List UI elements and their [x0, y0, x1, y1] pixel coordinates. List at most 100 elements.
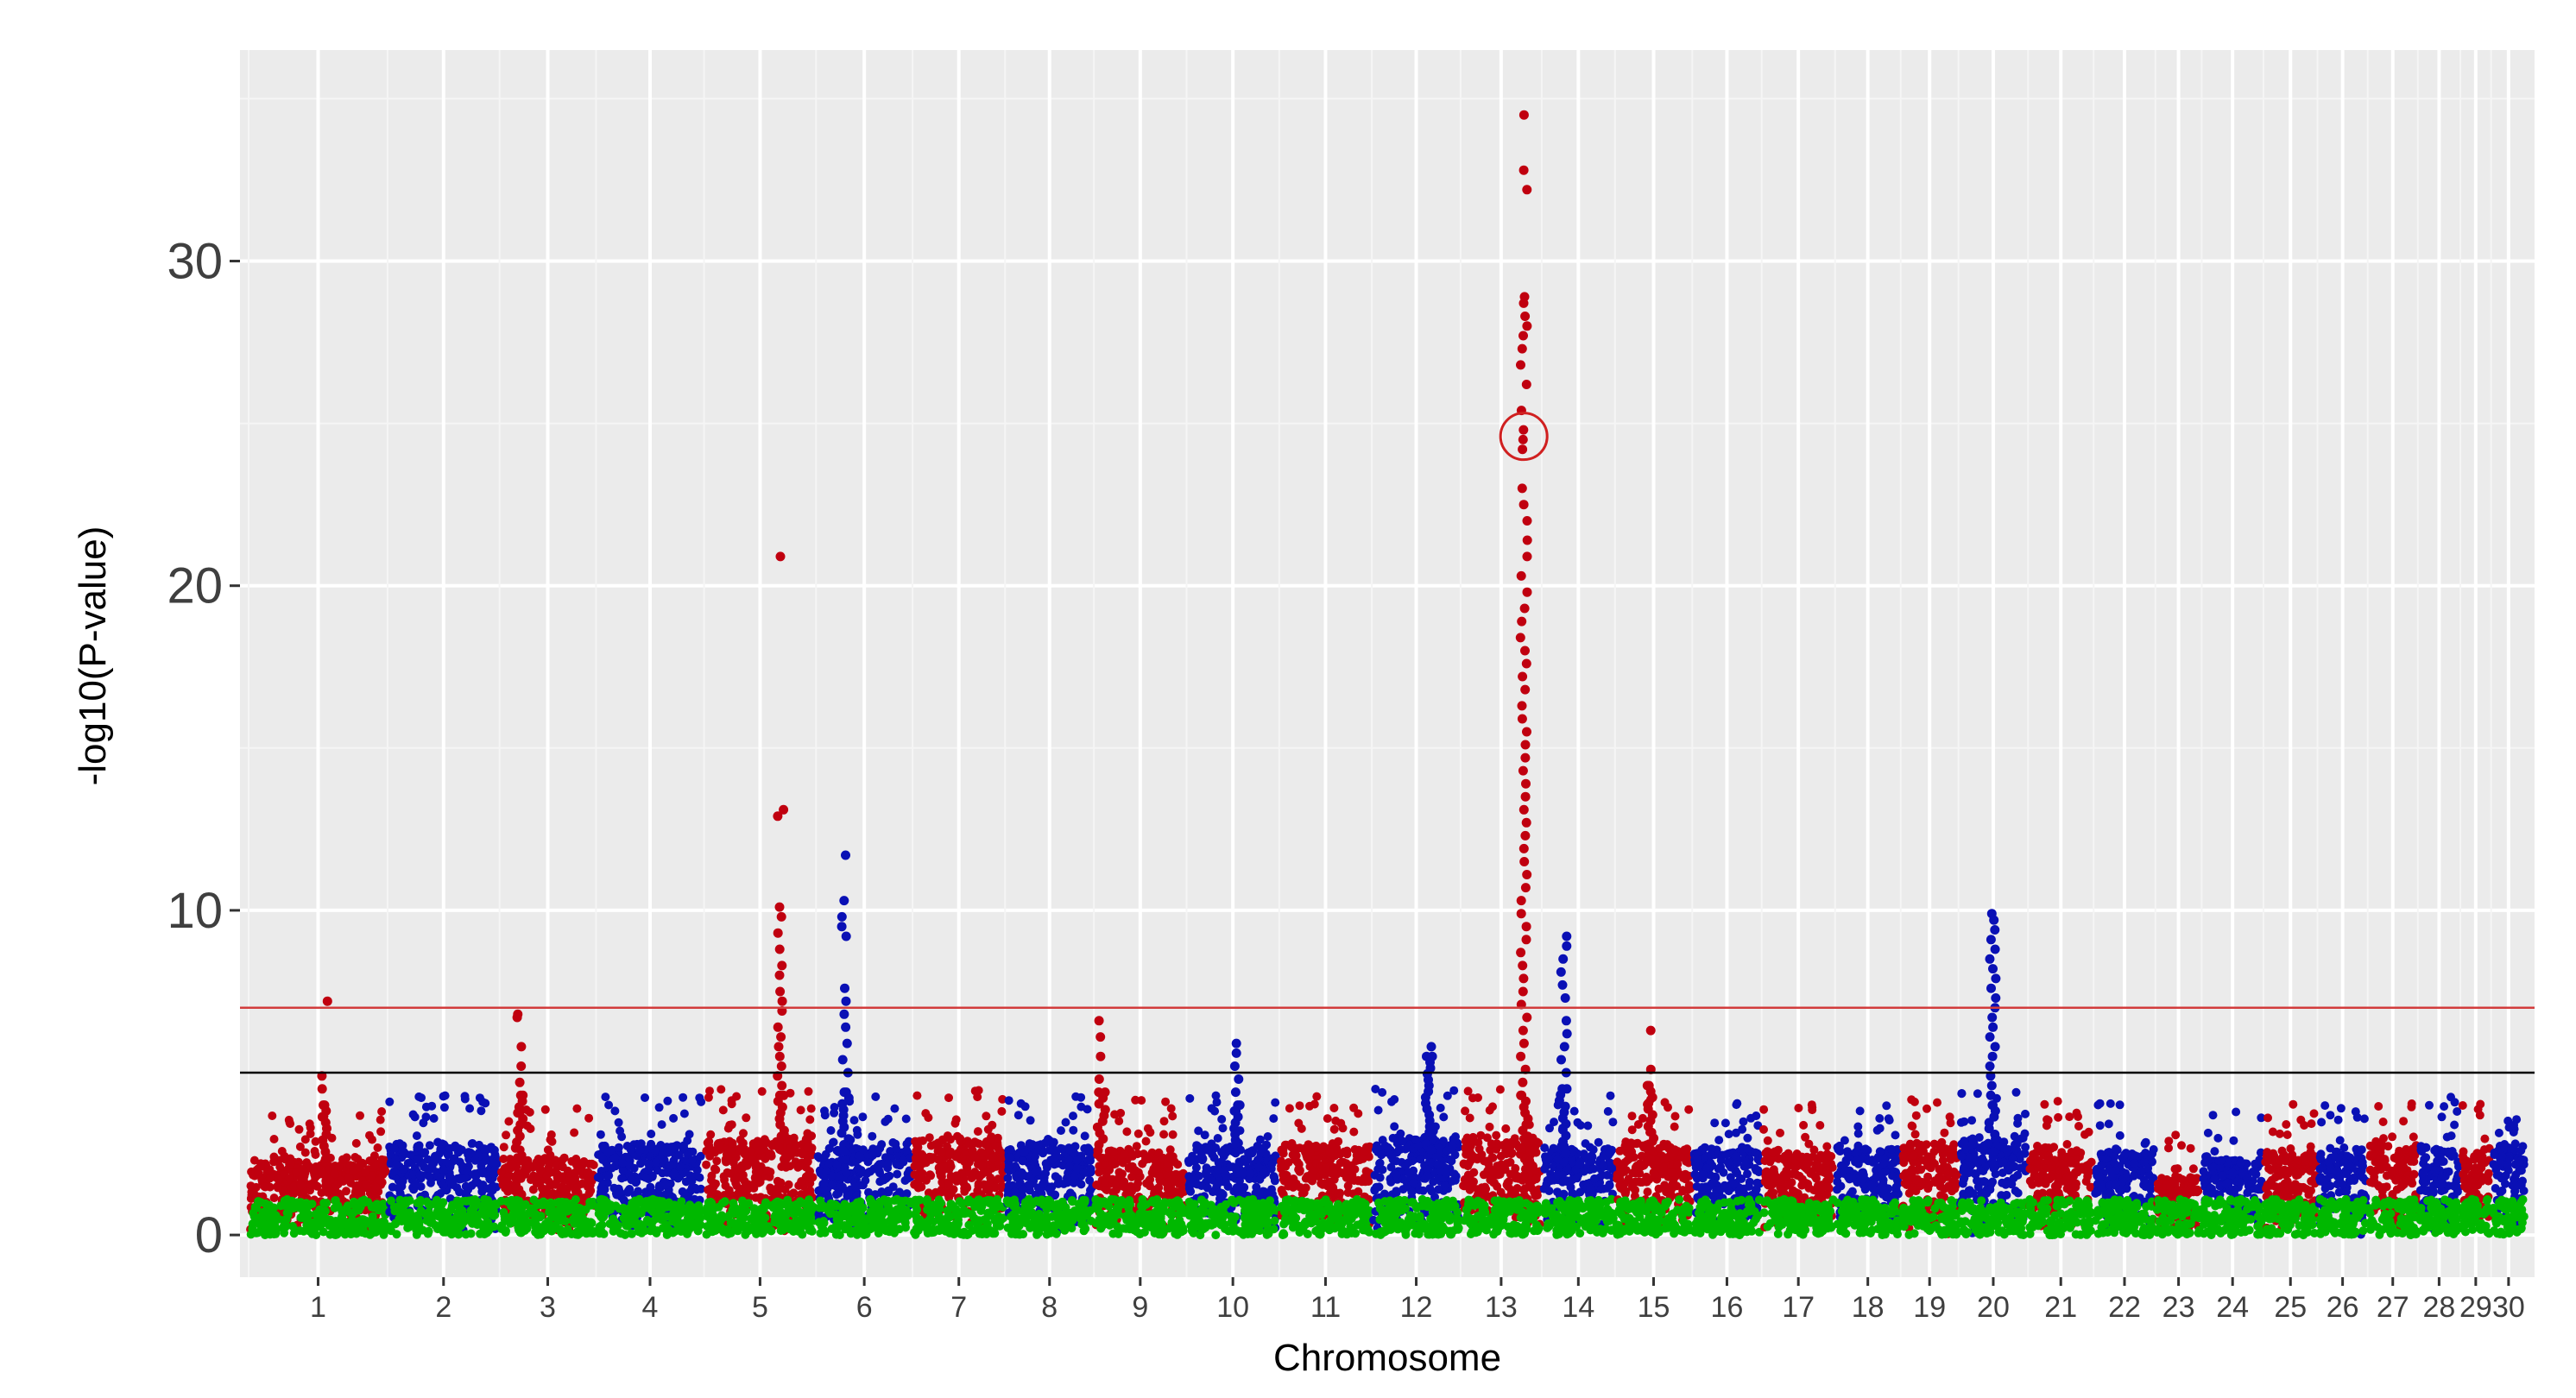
data-point: [901, 1114, 911, 1124]
data-point: [1137, 1209, 1146, 1219]
data-point: [1021, 1219, 1031, 1228]
data-point: [349, 1166, 357, 1175]
data-point: [717, 1085, 726, 1094]
data-point: [614, 1118, 623, 1127]
data-point: [520, 1156, 529, 1165]
data-point: [797, 1177, 806, 1186]
data-point: [579, 1157, 589, 1166]
data-point: [1284, 1158, 1293, 1167]
data-point: [273, 1183, 282, 1193]
data-point: [427, 1162, 437, 1170]
data-point: [1338, 1124, 1348, 1133]
data-point: [935, 1226, 944, 1236]
data-point: [460, 1094, 470, 1104]
data-point: [1095, 1168, 1104, 1177]
data-point: [992, 1221, 1001, 1231]
data-point: [974, 1181, 983, 1191]
data-point: [789, 1220, 799, 1230]
data-point: [497, 1168, 506, 1177]
data-point: [1013, 1111, 1023, 1120]
data-point: [918, 1168, 927, 1178]
data-point: [921, 1221, 931, 1231]
data-point: [1271, 1098, 1280, 1107]
data-point: [325, 1230, 335, 1239]
data-point: [1161, 1097, 1171, 1106]
data-point: [536, 1158, 546, 1168]
data-point: [802, 1220, 811, 1230]
data-point: [411, 1180, 420, 1189]
data-point: [280, 1228, 289, 1237]
data-point: [439, 1103, 449, 1112]
data-point: [333, 1201, 343, 1211]
data-point: [604, 1100, 614, 1110]
data-point: [893, 1205, 902, 1214]
data-point: [815, 1153, 824, 1162]
data-point: [365, 1130, 374, 1140]
data-point: [669, 1168, 679, 1178]
data-point: [299, 1189, 308, 1199]
data-point: [997, 1106, 1007, 1116]
data-point: [1354, 1109, 1363, 1118]
data-point: [398, 1176, 407, 1186]
data-point: [516, 1174, 526, 1183]
data-point: [692, 1165, 702, 1174]
data-point: [981, 1225, 990, 1234]
data-point: [657, 1120, 666, 1130]
data-point: [376, 1175, 385, 1185]
data-point: [1072, 1163, 1082, 1173]
data-point: [264, 1226, 274, 1236]
data-point: [647, 1223, 657, 1232]
data-point: [1120, 1177, 1129, 1187]
data-point: [513, 1154, 522, 1163]
data-point: [571, 1168, 580, 1177]
data-point: [795, 1199, 805, 1208]
data-point: [1152, 1164, 1161, 1174]
data-point: [528, 1185, 538, 1194]
data-point: [1264, 1218, 1273, 1227]
data-point: [723, 1229, 733, 1238]
data-point: [415, 1199, 424, 1208]
data-point: [408, 1110, 418, 1119]
data-point: [1041, 1212, 1051, 1221]
data-point: [1064, 1162, 1074, 1172]
data-point: [1350, 1165, 1360, 1174]
data-point: [415, 1170, 425, 1180]
data-point: [246, 1181, 256, 1191]
data-point: [1004, 1162, 1013, 1171]
data-point: [967, 1174, 976, 1182]
data-point: [1146, 1223, 1156, 1232]
data-point: [323, 1187, 332, 1197]
data-point: [724, 1186, 734, 1195]
data-point: [489, 1159, 498, 1168]
data-point: [1146, 1128, 1155, 1137]
data-point: [627, 1175, 636, 1185]
data-point: [478, 1229, 488, 1238]
data-point: [870, 1202, 879, 1212]
data-point: [1005, 1153, 1013, 1162]
data-point: [952, 1211, 962, 1219]
data-point: [1053, 1212, 1063, 1222]
data-point: [765, 1149, 774, 1158]
data-point: [1068, 1216, 1077, 1225]
data-point: [1031, 1168, 1040, 1176]
data-point: [899, 1156, 907, 1165]
data-point: [296, 1213, 306, 1222]
data-point: [705, 1086, 714, 1096]
data-point: [1122, 1127, 1132, 1137]
data-point: [695, 1093, 704, 1103]
data-point: [945, 1149, 954, 1158]
data-point: [583, 1168, 591, 1178]
data-point: [1064, 1145, 1074, 1155]
data-point: [392, 1230, 401, 1239]
data-point: [1264, 1229, 1273, 1238]
data-point: [1067, 1224, 1076, 1233]
data-point: [1004, 1096, 1013, 1105]
data-point: [1255, 1174, 1265, 1184]
data-point: [822, 1166, 831, 1175]
data-point: [867, 1214, 875, 1224]
data-point: [289, 1204, 298, 1213]
data-point: [421, 1112, 431, 1122]
data-point: [445, 1173, 454, 1181]
data-point: [912, 1216, 922, 1225]
